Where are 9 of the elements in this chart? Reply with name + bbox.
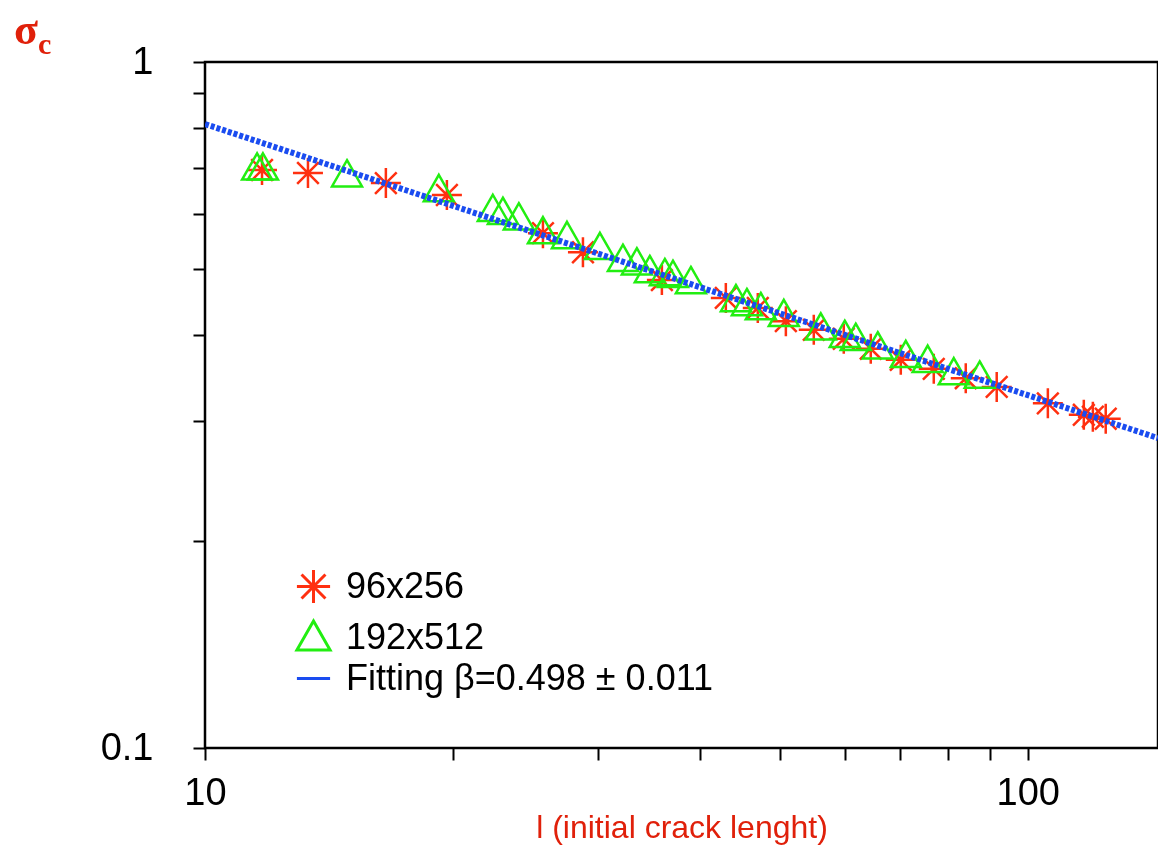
legend-label: 192x512: [346, 615, 485, 657]
x-tick-label: 10: [184, 770, 227, 813]
x-tick-label: 100: [996, 770, 1060, 813]
x-axis-title: l (initial crack lenght): [536, 808, 828, 845]
legend-label: Fitting β=0.498 ± 0.011: [346, 656, 714, 698]
legend-label: 96x256: [346, 564, 465, 606]
y-tick-label: 0.1: [100, 725, 154, 768]
y-tick-label: 1: [132, 39, 154, 82]
y-axis-title: σ$_{c}$: [14, 4, 52, 61]
